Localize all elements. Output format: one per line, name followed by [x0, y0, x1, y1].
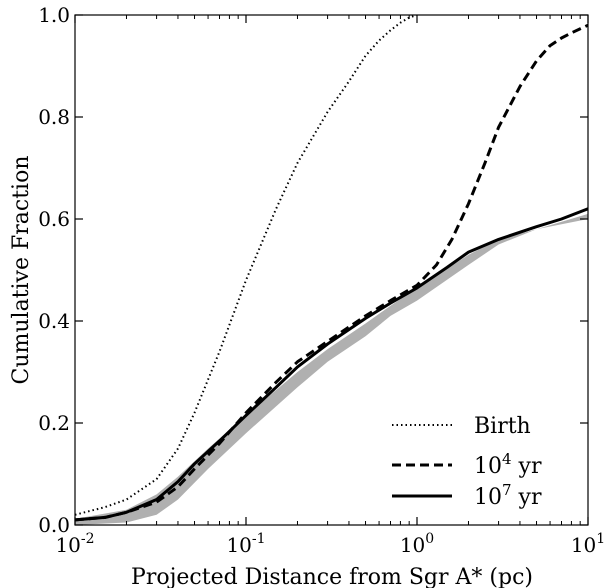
plot-content — [75, 15, 588, 525]
series-line-dashed — [75, 23, 588, 522]
x-axis-label: Projected Distance from Sgr A* (pc) — [131, 565, 533, 588]
x-tick-exponent: 1 — [596, 531, 604, 547]
y-tick-label: 0.2 — [38, 411, 70, 435]
y-tick-label: 0.4 — [38, 309, 70, 333]
y-tick-label: 0.8 — [38, 105, 70, 129]
legend-label-suffix: yr — [512, 485, 542, 510]
y-axis-label: Cumulative Fraction — [9, 155, 34, 384]
series-line-solid — [75, 207, 588, 522]
x-tick-label: 10-1 — [226, 531, 265, 557]
legend-label: Birth — [474, 414, 531, 439]
x-tick-exponent: 0 — [425, 531, 434, 547]
x-tick-base: 10 — [226, 533, 251, 557]
legend-label-exponent: 4 — [502, 450, 512, 468]
legend-label: 107 yr — [474, 481, 542, 510]
x-tick-label: 10-2 — [55, 531, 94, 557]
legend-label: 104 yr — [474, 450, 542, 479]
series-line-dotted — [75, 15, 418, 516]
legend-label-base: 10 — [474, 485, 502, 510]
y-tick-label: 1.0 — [38, 3, 70, 27]
legend-label-base: 10 — [474, 454, 502, 479]
x-tick-base: 10 — [571, 533, 596, 557]
legend-label-exponent: 7 — [502, 481, 512, 499]
y-tick-label: 0.6 — [38, 207, 70, 231]
y-tick-label: 0.0 — [38, 513, 70, 537]
x-tick-base: 10 — [400, 533, 425, 557]
plot-area — [75, 15, 588, 525]
plot-frame — [74, 14, 589, 526]
legend-label-base: Birth — [474, 414, 531, 439]
legend-label-suffix: yr — [512, 454, 542, 479]
x-tick-label: 100 — [400, 531, 434, 557]
x-tick-label: 101 — [571, 531, 604, 557]
x-tick-base: 10 — [55, 533, 80, 557]
x-tick-exponent: -2 — [81, 531, 95, 547]
x-tick-exponent: -1 — [252, 531, 266, 547]
